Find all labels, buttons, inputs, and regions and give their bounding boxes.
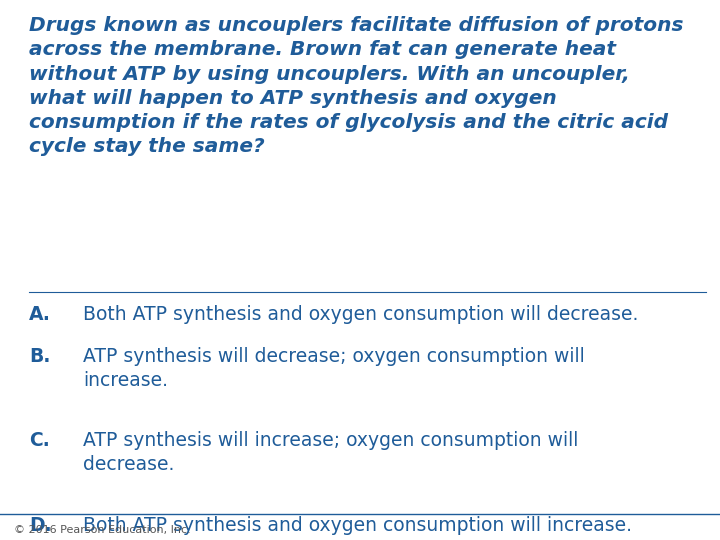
Text: ATP synthesis will increase; oxygen consumption will
decrease.: ATP synthesis will increase; oxygen cons… — [83, 431, 578, 474]
Text: Both ATP synthesis and oxygen consumption will increase.: Both ATP synthesis and oxygen consumptio… — [83, 516, 632, 535]
Text: C.: C. — [29, 431, 50, 450]
Text: D.: D. — [29, 516, 51, 535]
Text: Both ATP synthesis and oxygen consumption will decrease.: Both ATP synthesis and oxygen consumptio… — [83, 305, 638, 324]
Text: B.: B. — [29, 347, 50, 366]
Text: ATP synthesis will decrease; oxygen consumption will
increase.: ATP synthesis will decrease; oxygen cons… — [83, 347, 585, 390]
Text: © 2016 Pearson Education, Inc.: © 2016 Pearson Education, Inc. — [14, 525, 191, 535]
Text: A.: A. — [29, 305, 50, 324]
Text: Drugs known as uncouplers facilitate diffusion of protons
across the membrane. B: Drugs known as uncouplers facilitate dif… — [29, 16, 683, 157]
